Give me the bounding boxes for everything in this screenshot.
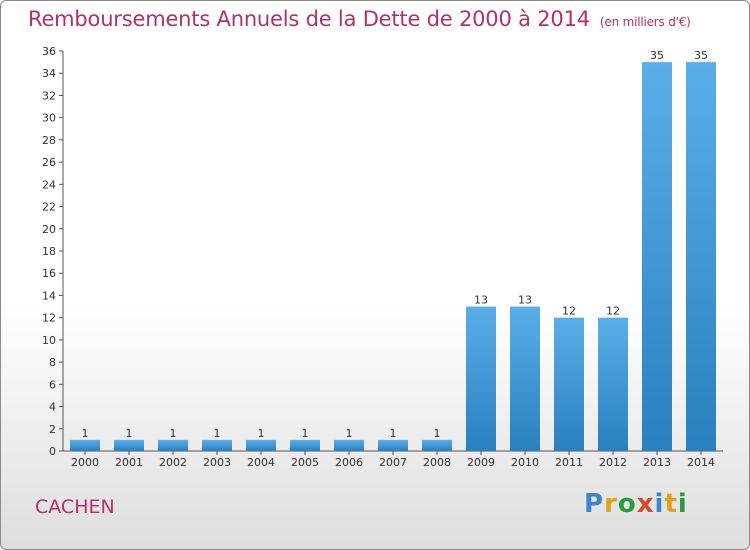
y-tick-label: 28 xyxy=(42,134,56,147)
logo-letter: P xyxy=(584,489,605,519)
bar-value-label: 35 xyxy=(650,49,664,62)
x-tick-label: 2004 xyxy=(247,456,275,469)
bar xyxy=(378,439,408,451)
y-tick-label: 4 xyxy=(49,401,56,414)
y-tick-label: 12 xyxy=(42,312,56,325)
bar-value-label: 1 xyxy=(302,427,309,440)
logo-letter: o xyxy=(617,489,637,519)
x-tick-label: 2008 xyxy=(423,456,451,469)
proxiti-logo: Proxiti xyxy=(584,489,688,519)
bar-value-label: 13 xyxy=(474,294,488,307)
y-tick-label: 20 xyxy=(42,223,56,236)
chart-title: Remboursements Annuels de la Dette de 20… xyxy=(28,7,691,31)
bar-value-label: 12 xyxy=(606,305,620,318)
bar xyxy=(642,62,672,451)
bar xyxy=(510,306,540,451)
bar xyxy=(422,439,452,451)
bar xyxy=(686,62,716,451)
x-tick-label: 2005 xyxy=(291,456,319,469)
y-tick-label: 34 xyxy=(42,67,56,80)
y-tick-label: 32 xyxy=(42,89,56,102)
y-tick-label: 0 xyxy=(49,445,56,458)
bar xyxy=(246,439,276,451)
x-tick-label: 2010 xyxy=(511,456,539,469)
bar-value-label: 1 xyxy=(82,427,89,440)
x-tick-label: 2012 xyxy=(599,456,627,469)
bar-value-label: 1 xyxy=(258,427,265,440)
bar xyxy=(70,439,100,451)
bar-value-label: 35 xyxy=(694,49,708,62)
logo-letter: i xyxy=(654,489,665,519)
logo-letter: i xyxy=(677,489,688,519)
bar-value-label: 1 xyxy=(170,427,177,440)
x-tick-label: 2011 xyxy=(555,456,583,469)
y-tick-label: 30 xyxy=(42,112,56,125)
title-text: Remboursements Annuels de la Dette de 20… xyxy=(28,7,590,31)
x-tick-label: 2014 xyxy=(687,456,715,469)
bar xyxy=(158,439,188,451)
x-tick-label: 2013 xyxy=(643,456,671,469)
y-tick-label: 6 xyxy=(49,378,56,391)
bar xyxy=(114,439,144,451)
bar-value-label: 1 xyxy=(346,427,353,440)
bar xyxy=(290,439,320,451)
y-tick-label: 18 xyxy=(42,245,56,258)
x-tick-label: 2000 xyxy=(71,456,99,469)
bar-value-label: 13 xyxy=(518,294,532,307)
bar-value-label: 12 xyxy=(562,305,576,318)
bar-value-label: 1 xyxy=(214,427,221,440)
x-tick-label: 2003 xyxy=(203,456,231,469)
commune-name: CACHEN xyxy=(35,496,115,518)
y-tick-label: 22 xyxy=(42,201,56,214)
y-tick-label: 8 xyxy=(49,356,56,369)
bar-value-label: 1 xyxy=(390,427,397,440)
y-tick-label: 24 xyxy=(42,178,56,191)
y-tick-label: 16 xyxy=(42,267,56,280)
unit-note: (en milliers d'€) xyxy=(599,15,691,29)
x-tick-label: 2007 xyxy=(379,456,407,469)
y-tick-label: 2 xyxy=(49,423,56,436)
y-tick-label: 36 xyxy=(42,45,56,58)
bar xyxy=(202,439,232,451)
bar-value-label: 1 xyxy=(434,427,441,440)
logo-letter: r xyxy=(604,489,618,519)
y-tick-label: 10 xyxy=(42,334,56,347)
logo-letter: t xyxy=(664,489,678,519)
x-tick-label: 2006 xyxy=(335,456,363,469)
x-tick-label: 2002 xyxy=(159,456,187,469)
y-tick-label: 14 xyxy=(42,289,56,302)
bar xyxy=(466,306,496,451)
x-tick-label: 2001 xyxy=(115,456,143,469)
logo-letter: x xyxy=(636,489,655,519)
x-tick-label: 2009 xyxy=(467,456,495,469)
y-tick-label: 26 xyxy=(42,156,56,169)
bar xyxy=(334,439,364,451)
bar-value-label: 1 xyxy=(126,427,133,440)
bar xyxy=(598,317,628,451)
bar xyxy=(554,317,584,451)
